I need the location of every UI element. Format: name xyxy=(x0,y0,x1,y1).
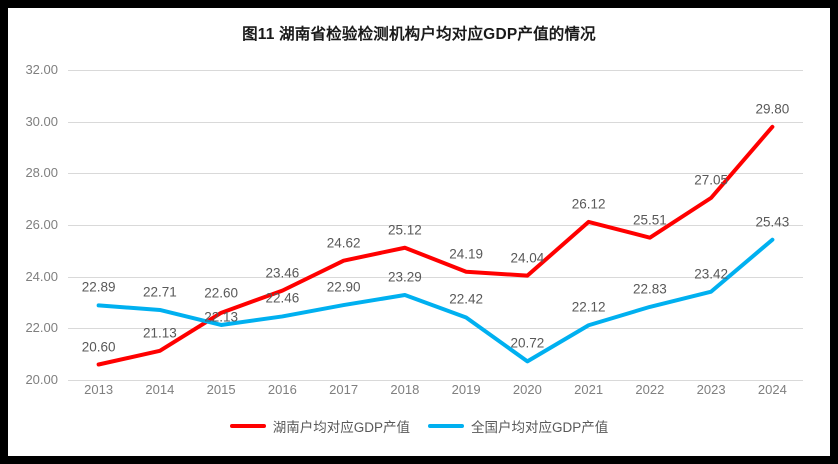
plot-area: 20.00 22.00 24.00 26.00 28.00 30.00 32.00 20.6… xyxy=(25,62,803,387)
data-point-label: 29.80 xyxy=(755,101,790,117)
y-tick-label: 24.00 xyxy=(25,268,58,284)
data-point-label: 22.83 xyxy=(632,281,667,297)
data-point-label: 22.12 xyxy=(571,299,606,315)
gridline xyxy=(68,380,803,381)
data-point-label: 20.72 xyxy=(510,335,545,351)
data-point-label: 25.51 xyxy=(632,212,667,228)
x-tick-label: 2013 xyxy=(84,382,114,397)
x-axis-ticks: 2013 2014 2015 2016 2017 2018 2019 2020 2021 2022… xyxy=(68,382,803,404)
data-point-label: 26.12 xyxy=(571,196,606,212)
gridline xyxy=(68,328,803,330)
x-tick-label: 2021 xyxy=(574,382,604,397)
data-point-label: 22.90 xyxy=(326,279,361,295)
legend-color-swatch xyxy=(428,424,464,428)
chart-legend: 湖南户均对应GDP产值 全国户均对应GDP产值 xyxy=(8,416,830,436)
legend-color-swatch xyxy=(229,424,266,428)
x-tick-label: 2015 xyxy=(206,382,236,397)
y-tick-label: 32.00 xyxy=(25,62,58,77)
data-point-label: 23.29 xyxy=(387,269,422,285)
chart-title: 图11 湖南省检验检测机构户均对应GDP产值的情况 xyxy=(242,26,596,43)
legend-item[interactable]: 全国户均对应GDP产值 xyxy=(428,416,608,436)
x-tick-label: 2020 xyxy=(512,382,542,397)
data-point-label: 24.62 xyxy=(326,235,361,251)
y-tick-label: 20.00 xyxy=(25,372,58,387)
x-tick-label: 2022 xyxy=(635,382,665,397)
legend-label: 全国户均对应GDP产值 xyxy=(471,420,609,435)
chart-frame: 图11 湖南省检验检测机构户均对应GDP产值的情况 20.00 22.00 24.0… xyxy=(8,8,830,456)
y-tick-label: 22.00 xyxy=(25,320,58,336)
series-line xyxy=(96,237,775,364)
data-point-label: 24.04 xyxy=(510,250,545,266)
data-point-label: 23.42 xyxy=(694,266,729,282)
data-point-label: 22.42 xyxy=(449,291,484,307)
data-point-label: 22.89 xyxy=(81,279,116,295)
data-point-label: 25.12 xyxy=(387,222,422,238)
data-point-label: 24.19 xyxy=(449,246,484,262)
y-tick-label: 26.00 xyxy=(25,217,58,232)
data-point-label: 22.71 xyxy=(142,284,177,300)
legend-item[interactable]: 湖南户均对应GDP产值 xyxy=(229,416,410,436)
legend-label: 湖南户均对应GDP产值 xyxy=(272,420,410,435)
x-tick-label: 2017 xyxy=(329,382,359,397)
data-point-label: 23.46 xyxy=(265,265,300,281)
data-point-label: 22.46 xyxy=(265,290,300,306)
y-tick-label: 28.00 xyxy=(25,165,58,181)
data-point-label: 21.13 xyxy=(142,325,177,341)
data-point-label: 25.43 xyxy=(755,214,790,230)
gridline xyxy=(68,225,803,226)
gridline xyxy=(68,276,803,278)
gridline xyxy=(68,173,803,175)
x-tick-label: 2016 xyxy=(267,382,297,397)
data-point-label: 22.60 xyxy=(204,285,239,301)
x-tick-label: 2024 xyxy=(757,382,787,397)
x-tick-label: 2019 xyxy=(451,382,481,397)
gridline xyxy=(68,70,803,71)
data-point-label: 27.05 xyxy=(694,172,729,188)
gridline xyxy=(68,121,803,123)
data-point-label: 20.60 xyxy=(81,339,116,354)
series-lines xyxy=(96,124,775,367)
data-point-label: 22.13 xyxy=(204,309,239,325)
x-tick-label: 2018 xyxy=(390,382,420,397)
x-tick-label: 2014 xyxy=(145,382,175,397)
y-tick-label: 30.00 xyxy=(25,113,58,129)
series-line xyxy=(96,124,775,367)
x-tick-label: 2023 xyxy=(696,382,726,397)
